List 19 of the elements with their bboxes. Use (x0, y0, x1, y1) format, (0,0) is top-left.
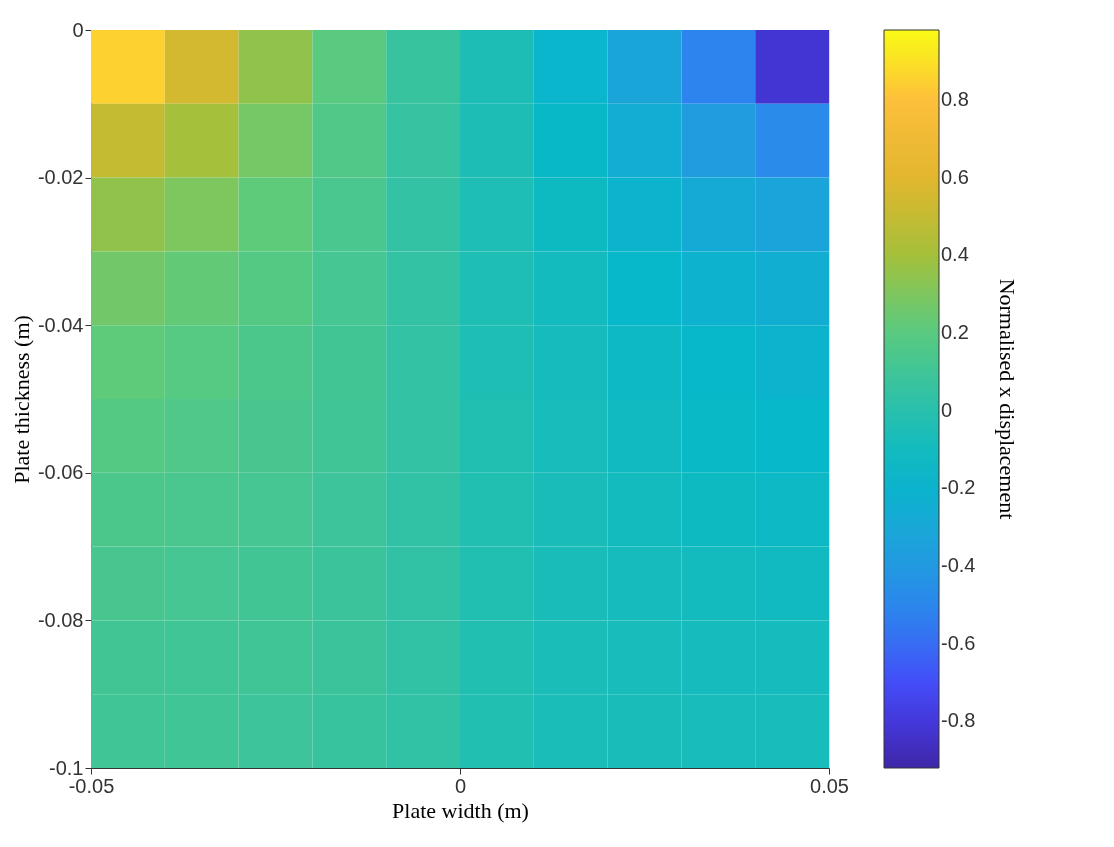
y-tick-label: -0.08 (37, 608, 84, 631)
color-bar-label: 0.4 (941, 243, 969, 266)
x-tick-label: 0.05 (810, 774, 849, 797)
color-bar-label: 0.6 (941, 165, 969, 188)
color-bar-label: -0.2 (941, 476, 976, 499)
color-bar-label: -0.4 (941, 554, 976, 577)
y-tick-label: -0.06 (37, 461, 84, 484)
color-bar-label: 0.8 (941, 87, 969, 110)
y-tick-label: -0.02 (37, 166, 84, 189)
y-tick-label: 0 (72, 18, 84, 41)
y-axis-title: Plate thickness (m) (8, 315, 34, 484)
y-tick-label: -0.04 (37, 313, 84, 336)
color-bar-label: 0.2 (941, 320, 969, 343)
color-bar-label: -0.6 (941, 631, 976, 654)
color-bar-label: -0.8 (941, 709, 976, 732)
color-bar-label: 0 (941, 398, 953, 421)
color-bar-title: Normalised x displacement (995, 278, 1020, 520)
x-tick-label: 0 (454, 774, 467, 797)
x-axis-title: Plate width (m) (392, 797, 529, 823)
